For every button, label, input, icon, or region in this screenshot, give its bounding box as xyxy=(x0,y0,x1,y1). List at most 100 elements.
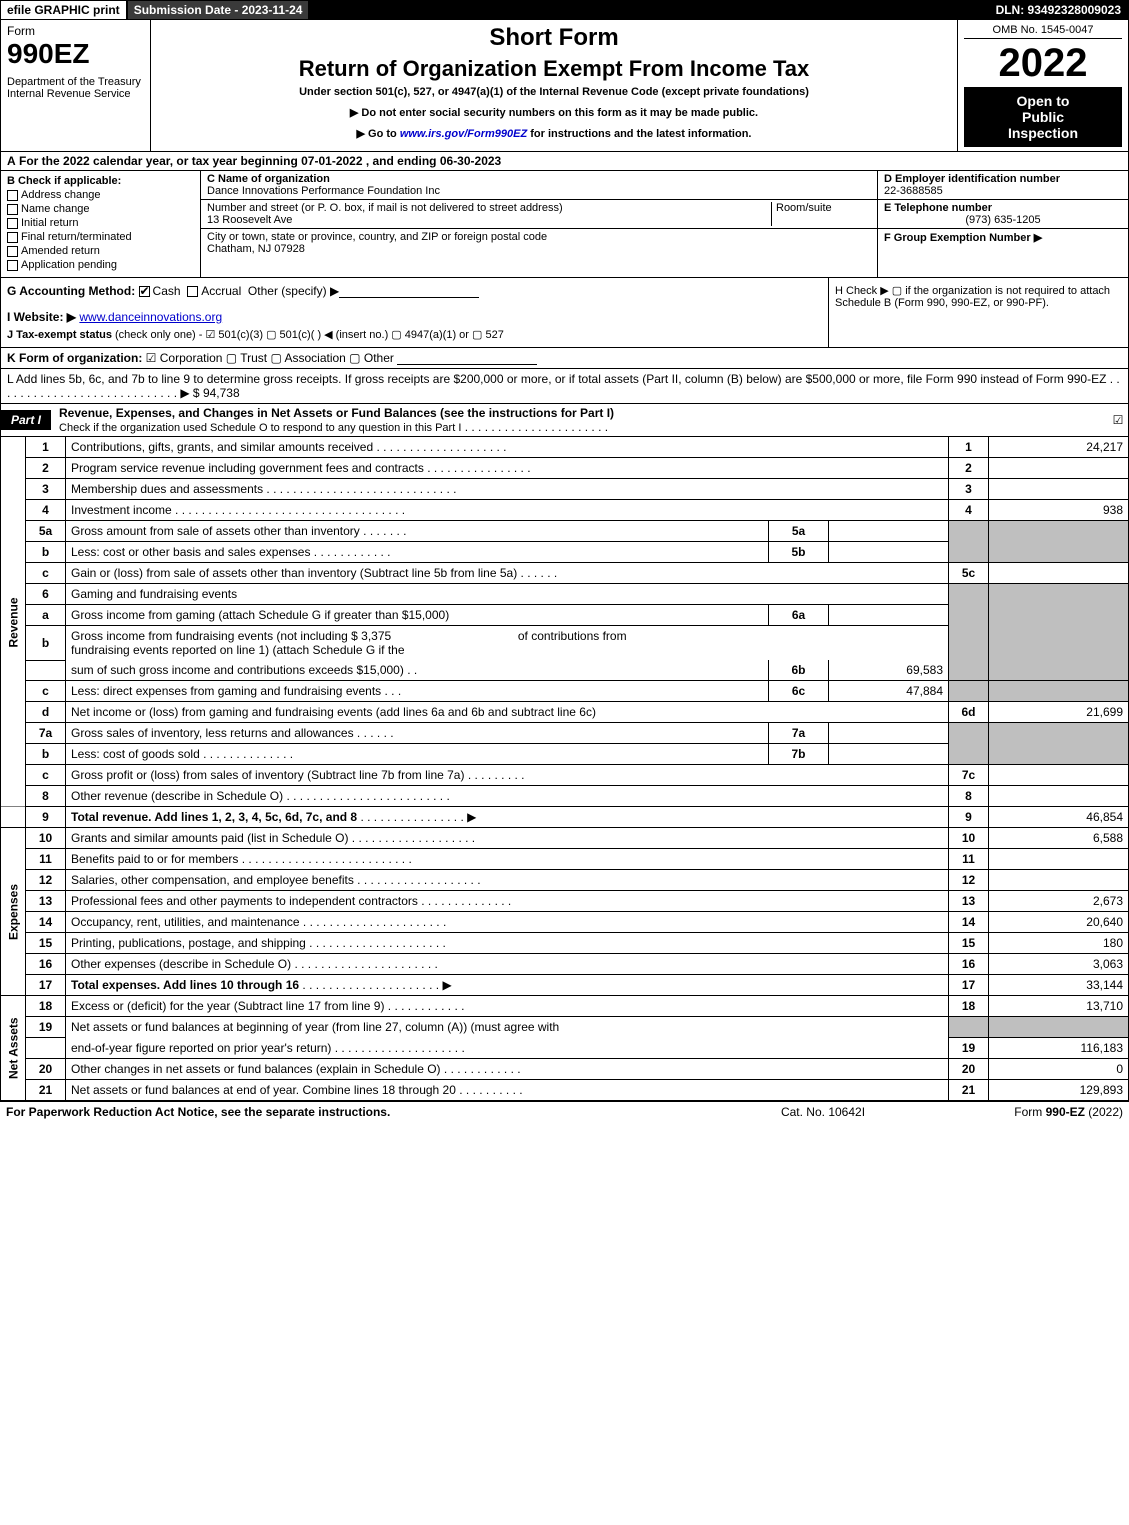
h-text: H Check ▶ ▢ if the organization is not r… xyxy=(835,285,1110,309)
dept-label: Department of the Treasury Internal Reve… xyxy=(7,76,144,100)
irs-url[interactable]: www.irs.gov/Form990EZ xyxy=(400,128,527,140)
other-blank[interactable] xyxy=(339,286,479,298)
city-label: City or town, state or province, country… xyxy=(207,231,871,243)
f-label: F Group Exemption Number ▶ xyxy=(884,231,1122,244)
line-12: 12 Salaries, other compensation, and emp… xyxy=(1,870,1129,891)
line-19b: end-of-year figure reported on prior yea… xyxy=(1,1038,1129,1059)
dln-label: DLN: 93492328009023 xyxy=(988,1,1129,19)
expenses-vlabel: Expenses xyxy=(1,828,26,996)
d-label: D Employer identification number xyxy=(884,173,1122,185)
header-mid: Short Form Return of Organization Exempt… xyxy=(151,20,958,151)
part1-title: Revenue, Expenses, and Changes in Net As… xyxy=(51,404,1108,436)
line-5a: 5a Gross amount from sale of assets othe… xyxy=(1,521,1129,542)
section-bcdef: B Check if applicable: Address change Na… xyxy=(0,171,1129,278)
row-a-text: For the 2022 calendar year, or tax year … xyxy=(19,154,501,168)
org-name: Dance Innovations Performance Foundation… xyxy=(207,185,871,197)
org-city: Chatham, NJ 07928 xyxy=(207,243,871,255)
l-text: L Add lines 5b, 6c, and 7b to line 9 to … xyxy=(7,372,1120,400)
line-4: 4 Investment income . . . . . . . . . . … xyxy=(1,500,1129,521)
goto-text: ▶ Go to xyxy=(357,128,400,140)
c-name-label: C Name of organization xyxy=(207,173,871,185)
line-13: 13 Professional fees and other payments … xyxy=(1,891,1129,912)
line-3: 3 Membership dues and assessments . . . … xyxy=(1,479,1129,500)
k-text: ☑ Corporation ▢ Trust ▢ Association ▢ Ot… xyxy=(146,351,394,365)
line-6d: d Net income or (loss) from gaming and f… xyxy=(1,702,1129,723)
line-16: 16 Other expenses (describe in Schedule … xyxy=(1,954,1129,975)
line-1: Revenue 1 Contributions, gifts, grants, … xyxy=(1,437,1129,458)
row-a: A For the 2022 calendar year, or tax yea… xyxy=(0,152,1129,171)
cb-amended-return[interactable]: Amended return xyxy=(7,245,194,257)
j-label: J Tax-exempt status xyxy=(7,329,112,341)
omb-number: OMB No. 1545-0047 xyxy=(964,24,1122,39)
open-line2: Public xyxy=(968,109,1118,125)
line-21: 21 Net assets or fund balances at end of… xyxy=(1,1080,1129,1101)
col-g: G Accounting Method: Cash Accrual Other … xyxy=(1,278,828,347)
goto-suffix: for instructions and the latest informat… xyxy=(527,128,751,140)
j-text: (check only one) - ☑ 501(c)(3) ▢ 501(c)(… xyxy=(115,329,504,341)
line-9: 9 Total revenue. Add lines 1, 2, 3, 4, 5… xyxy=(1,807,1129,828)
other-label: Other (specify) ▶ xyxy=(248,284,339,298)
public-warning: ▶ Do not enter social security numbers o… xyxy=(157,106,951,119)
line-5c: c Gain or (loss) from sale of assets oth… xyxy=(1,563,1129,584)
line-11: 11 Benefits paid to or for members . . .… xyxy=(1,849,1129,870)
under-section: Under section 501(c), 527, or 4947(a)(1)… xyxy=(157,86,951,98)
footer-left: For Paperwork Reduction Act Notice, see … xyxy=(6,1105,723,1119)
cb-address-change[interactable]: Address change xyxy=(7,189,194,201)
cb-accrual[interactable] xyxy=(187,286,198,297)
revenue-vlabel: Revenue xyxy=(1,437,26,807)
col-c: C Name of organization Dance Innovations… xyxy=(201,171,878,277)
line-8: 8 Other revenue (describe in Schedule O)… xyxy=(1,786,1129,807)
k-label: K Form of organization: xyxy=(7,351,142,365)
page-footer: For Paperwork Reduction Act Notice, see … xyxy=(0,1101,1129,1122)
return-title: Return of Organization Exempt From Incom… xyxy=(157,56,951,82)
room-suite-label: Room/suite xyxy=(771,202,871,226)
short-form-title: Short Form xyxy=(157,24,951,52)
part1-header: Part I Revenue, Expenses, and Changes in… xyxy=(0,404,1129,437)
header-right: OMB No. 1545-0047 2022 Open to Public In… xyxy=(958,20,1128,151)
form-number: 990EZ xyxy=(7,38,144,70)
cb-cash[interactable] xyxy=(139,286,150,297)
line-6: 6 Gaming and fundraising events xyxy=(1,584,1129,605)
b-hdr: Check if applicable: xyxy=(18,175,121,187)
header-left: Form 990EZ Department of the Treasury In… xyxy=(1,20,151,151)
line-15: 15 Printing, publications, postage, and … xyxy=(1,933,1129,954)
cb-application-pending[interactable]: Application pending xyxy=(7,259,194,271)
cb-initial-return[interactable]: Initial return xyxy=(7,217,194,229)
form-header: Form 990EZ Department of the Treasury In… xyxy=(0,20,1129,152)
tax-year: 2022 xyxy=(964,43,1122,83)
line-14: 14 Occupancy, rent, utilities, and maint… xyxy=(1,912,1129,933)
line-7c: c Gross profit or (loss) from sales of i… xyxy=(1,765,1129,786)
b-label: B xyxy=(7,175,15,187)
addr-label: Number and street (or P. O. box, if mail… xyxy=(207,202,771,214)
part1-check[interactable]: ☑ xyxy=(1108,413,1128,427)
col-def: D Employer identification number 22-3688… xyxy=(878,171,1128,277)
line-7a: 7a Gross sales of inventory, less return… xyxy=(1,723,1129,744)
open-inspection-box: Open to Public Inspection xyxy=(964,87,1122,147)
part1-tab: Part I xyxy=(1,410,51,430)
col-b: B Check if applicable: Address change Na… xyxy=(1,171,201,277)
line-17: 17 Total expenses. Add lines 10 through … xyxy=(1,975,1129,996)
lines-table: Revenue 1 Contributions, gifts, grants, … xyxy=(0,437,1129,1101)
footer-mid: Cat. No. 10642I xyxy=(723,1105,923,1119)
goto-link: ▶ Go to www.irs.gov/Form990EZ for instru… xyxy=(157,127,951,140)
line-2: 2 Program service revenue including gove… xyxy=(1,458,1129,479)
row-k: K Form of organization: ☑ Corporation ▢ … xyxy=(0,348,1129,369)
line-19a: 19 Net assets or fund balances at beginn… xyxy=(1,1017,1129,1038)
org-address: 13 Roosevelt Ave xyxy=(207,214,771,226)
efile-label: efile GRAPHIC print xyxy=(0,0,127,20)
cb-name-change[interactable]: Name change xyxy=(7,203,194,215)
k-blank xyxy=(397,353,537,365)
g-label: G Accounting Method: xyxy=(7,284,135,298)
open-line1: Open to xyxy=(968,93,1118,109)
i-label: I Website: ▶ xyxy=(7,310,76,324)
website-link[interactable]: www.danceinnovations.org xyxy=(79,310,222,324)
line-20: 20 Other changes in net assets or fund b… xyxy=(1,1059,1129,1080)
row-a-label: A xyxy=(7,154,16,168)
line-10: Expenses 10 Grants and similar amounts p… xyxy=(1,828,1129,849)
form-word: Form xyxy=(7,24,144,38)
part1-subtitle: Check if the organization used Schedule … xyxy=(59,422,461,434)
row-gh: G Accounting Method: Cash Accrual Other … xyxy=(0,278,1129,348)
cb-final-return[interactable]: Final return/terminated xyxy=(7,231,194,243)
line-18: Net Assets 18 Excess or (deficit) for th… xyxy=(1,996,1129,1017)
accrual-label: Accrual xyxy=(201,284,241,298)
